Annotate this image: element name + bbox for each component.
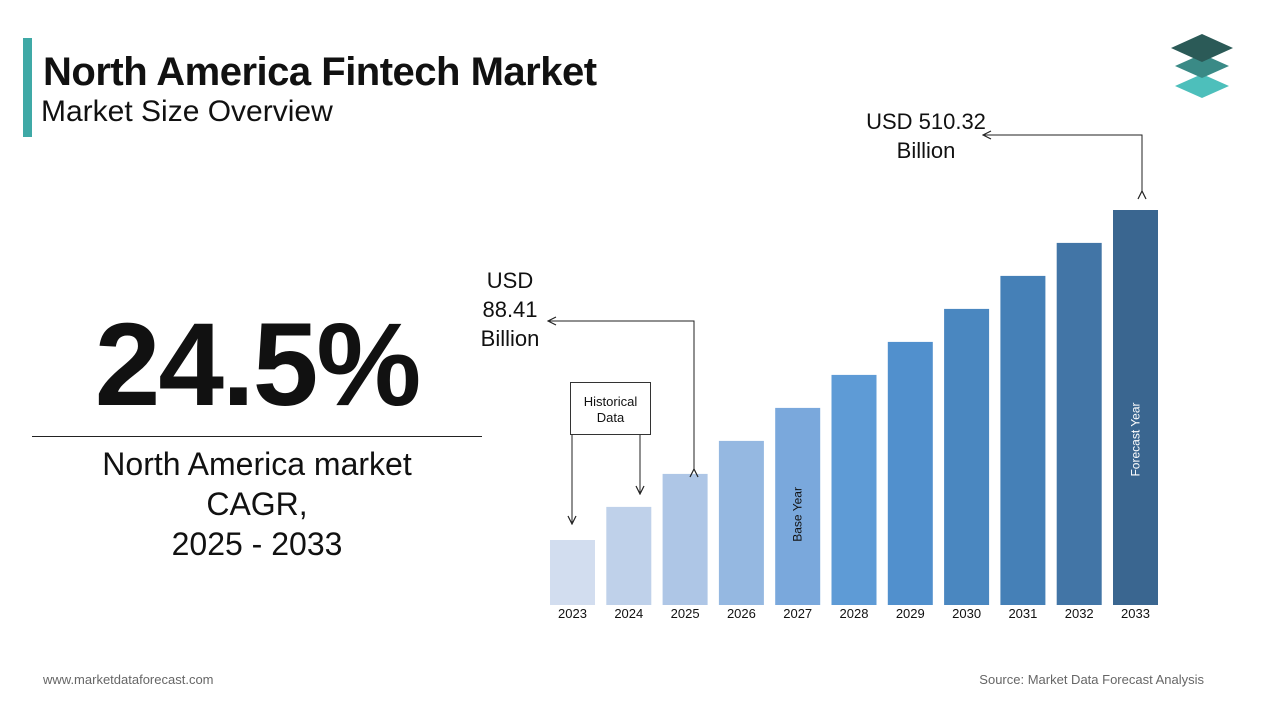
forecast-year-arrow bbox=[983, 135, 1142, 191]
bar-2025 bbox=[662, 473, 708, 605]
page-subtitle: Market Size Overview bbox=[41, 95, 333, 128]
cagr-divider bbox=[32, 436, 482, 437]
forecast-value-annotation: USD 510.32 Billion bbox=[850, 107, 1002, 165]
cagr-label-line-3: 2025 - 2033 bbox=[171, 526, 343, 562]
logo-layer-middle bbox=[1175, 54, 1229, 78]
cagr-value: 24.5% bbox=[94, 299, 422, 431]
year-label-2027: 2027 bbox=[783, 606, 812, 621]
bar-inner-label-2033: Forecast Year bbox=[1129, 402, 1143, 476]
base-value-line-3: Billion bbox=[480, 326, 540, 351]
title-accent-bar bbox=[23, 38, 32, 137]
base-value-line-2: 88.41 bbox=[482, 297, 538, 322]
year-label-2033: 2033 bbox=[1121, 606, 1150, 621]
bar-2032 bbox=[1056, 242, 1102, 605]
year-label-2025: 2025 bbox=[671, 606, 700, 621]
cagr-label-line-1: North America market bbox=[102, 446, 412, 482]
year-label-2026: 2026 bbox=[727, 606, 756, 621]
bar-2031 bbox=[1000, 275, 1046, 605]
historical-label-line-2: Data bbox=[596, 410, 625, 425]
year-label-2029: 2029 bbox=[896, 606, 925, 621]
page-title: North America Fintech Market bbox=[43, 50, 597, 94]
year-label-2031: 2031 bbox=[1008, 606, 1037, 621]
bar-2024 bbox=[606, 506, 652, 605]
source-footer: Source: Market Data Forecast Analysis bbox=[979, 672, 1204, 687]
website-footer: www.marketdataforecast.com bbox=[43, 672, 214, 687]
forecast-value-line-1: USD 510.32 bbox=[866, 109, 986, 134]
base-value-line-1: USD bbox=[486, 268, 534, 293]
stacked-layers-logo-icon bbox=[1171, 34, 1233, 98]
bar-2029 bbox=[887, 341, 933, 605]
base-value-annotation: USD 88.41 Billion bbox=[470, 266, 550, 353]
logo-layer-bottom bbox=[1175, 74, 1229, 98]
bar-2028 bbox=[831, 374, 877, 605]
bar-inner-label-2027: Base Year bbox=[791, 487, 805, 542]
bar-2033 bbox=[1113, 210, 1158, 605]
year-label-2032: 2032 bbox=[1065, 606, 1094, 621]
year-label-2030: 2030 bbox=[952, 606, 981, 621]
logo-layer-top bbox=[1171, 34, 1233, 62]
year-label-2028: 2028 bbox=[840, 606, 869, 621]
cagr-label: North America market CAGR, 2025 - 2033 bbox=[32, 444, 482, 564]
historical-label-line-1: Historical bbox=[583, 394, 638, 409]
bar-2026 bbox=[718, 440, 764, 605]
historical-data-box: Historical Data bbox=[570, 382, 651, 435]
year-labels-layer: 2023 2024 2025 2026 2027 Base Year 2028 2029 203… bbox=[558, 402, 1150, 621]
bar-2030 bbox=[944, 308, 990, 605]
year-label-2024: 2024 bbox=[614, 606, 643, 621]
year-label-2023: 2023 bbox=[558, 606, 587, 621]
bar-2023 bbox=[550, 540, 595, 605]
bars-layer bbox=[550, 210, 1158, 605]
annotation-arrows-layer bbox=[548, 135, 1142, 524]
base-year-arrow bbox=[548, 321, 694, 469]
bar-2027 bbox=[775, 407, 821, 605]
cagr-label-line-2: CAGR, bbox=[206, 486, 308, 522]
forecast-value-line-2: Billion bbox=[896, 138, 956, 163]
